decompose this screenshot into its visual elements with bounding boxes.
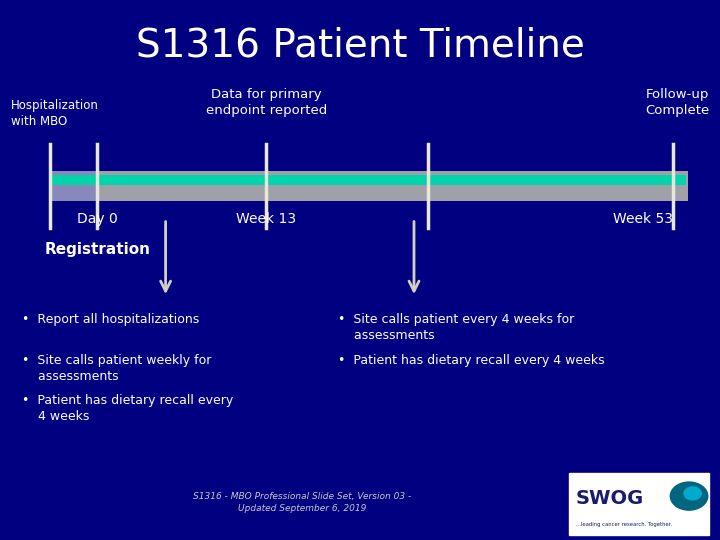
Bar [569, 472, 709, 535]
Text: Hospitalization
with MBO: Hospitalization with MBO [11, 99, 99, 128]
Bar [50, 175, 673, 185]
Text: Registration: Registration [44, 241, 150, 256]
Text: S1316 Patient Timeline: S1316 Patient Timeline [135, 27, 585, 65]
Circle shape [670, 482, 708, 510]
Text: SWOG: SWOG [576, 489, 644, 508]
Text: •  Site calls patient weekly for
    assessments: • Site calls patient weekly for assessme… [22, 354, 211, 383]
Text: •  Patient has dietary recall every 4 weeks: • Patient has dietary recall every 4 wee… [338, 354, 605, 367]
Text: •  Report all hospitalizations: • Report all hospitalizations [22, 313, 199, 326]
Text: Data for primary
endpoint reported: Data for primary endpoint reported [206, 89, 327, 117]
Text: S1316 - MBO Professional Slide Set, Version 03 -
Updated September 6, 2019: S1316 - MBO Professional Slide Set, Vers… [193, 492, 412, 513]
Bar [673, 175, 686, 185]
Text: Follow-up
Complete: Follow-up Complete [645, 89, 709, 117]
Text: Week 13: Week 13 [236, 212, 297, 226]
Text: Week 53: Week 53 [613, 212, 673, 226]
Text: Day 0: Day 0 [77, 212, 117, 226]
Bar [50, 171, 97, 201]
Text: •  Patient has dietary recall every
    4 weeks: • Patient has dietary recall every 4 wee… [22, 394, 233, 423]
Circle shape [684, 487, 701, 500]
Bar [97, 171, 688, 201]
Text: ...leading cancer research. Together.: ...leading cancer research. Together. [576, 522, 672, 527]
Text: •  Site calls patient every 4 weeks for
    assessments: • Site calls patient every 4 weeks for a… [338, 313, 575, 342]
